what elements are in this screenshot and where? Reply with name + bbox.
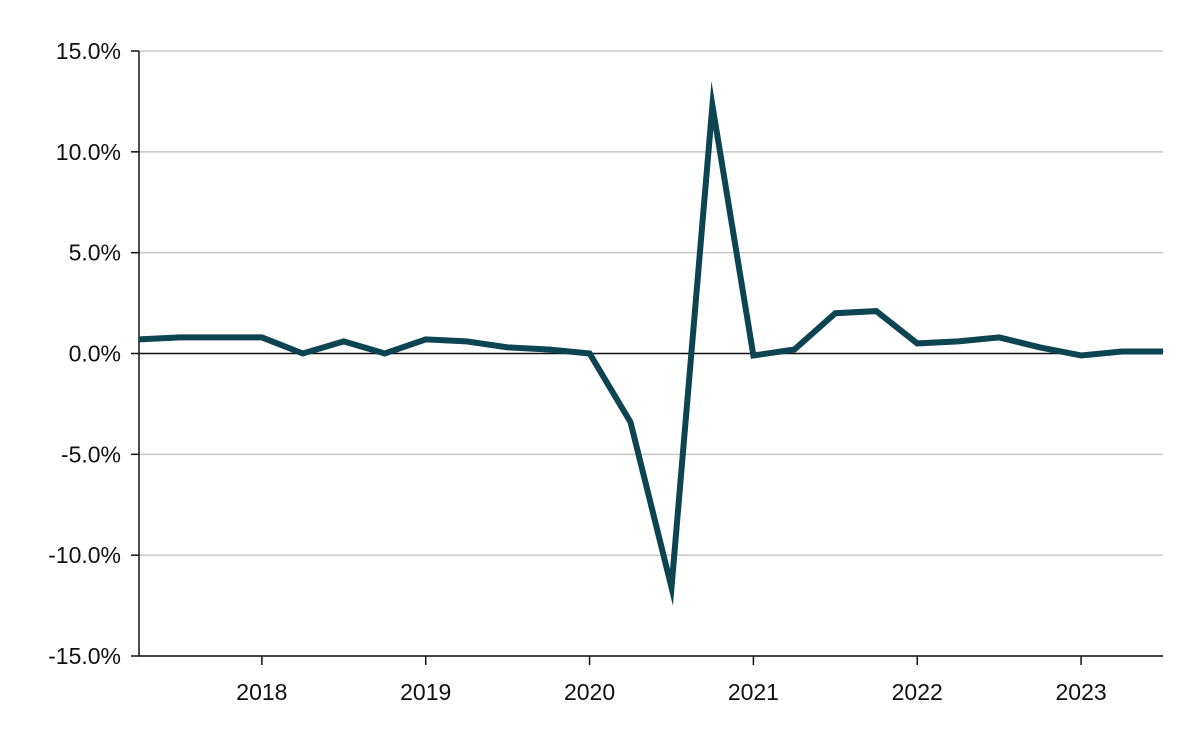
data-point: [752, 355, 754, 356]
x-tick-label: 2023: [1055, 679, 1106, 705]
x-tick-label: 2021: [728, 679, 779, 705]
data-point: [1121, 351, 1123, 352]
data-point: [1162, 351, 1164, 352]
y-tick-label: 5.0%: [69, 240, 121, 266]
y-tick-label: 0.0%: [69, 341, 121, 367]
series-layer: [138, 81, 1164, 606]
y-tick-label: 10.0%: [56, 139, 121, 165]
tick-labels: -15.0% -10.0% -5.0% 0.0% 5.0% 10.0% 15.0% 2018 2…: [48, 38, 1107, 705]
y-tick-label: -10.0%: [48, 542, 121, 568]
x-tick-label: 2019: [400, 679, 451, 705]
data-point: [671, 586, 672, 588]
data-point: [138, 338, 140, 340]
series-line: [138, 81, 1163, 606]
data-point: [1080, 355, 1082, 356]
data-point: [793, 349, 795, 350]
data-point: [957, 340, 959, 342]
data-point: [343, 340, 345, 342]
data-point: [466, 340, 468, 342]
data-point: [261, 336, 263, 338]
axes: [131, 50, 1163, 665]
data-point: [384, 353, 386, 354]
data-point: [548, 349, 550, 350]
data-point: [916, 342, 918, 344]
data-point: [630, 421, 631, 423]
y-tick-label: 15.0%: [56, 38, 121, 64]
data-point: [220, 336, 222, 338]
data-point: [875, 310, 877, 312]
data-point: [711, 104, 713, 106]
x-tick-label: 2022: [892, 679, 943, 705]
y-tick-label: -5.0%: [61, 441, 121, 467]
data-point: [302, 353, 304, 354]
data-point: [425, 338, 427, 340]
x-tick-label: 2018: [236, 679, 287, 705]
data-point: [998, 336, 1000, 338]
y-tick-label: -15.0%: [48, 643, 121, 669]
data-point: [834, 312, 836, 314]
data-point: [1039, 346, 1041, 348]
data-point: [589, 353, 591, 354]
data-point: [507, 346, 509, 348]
data-point: [179, 336, 181, 338]
x-tick-label: 2020: [564, 679, 615, 705]
